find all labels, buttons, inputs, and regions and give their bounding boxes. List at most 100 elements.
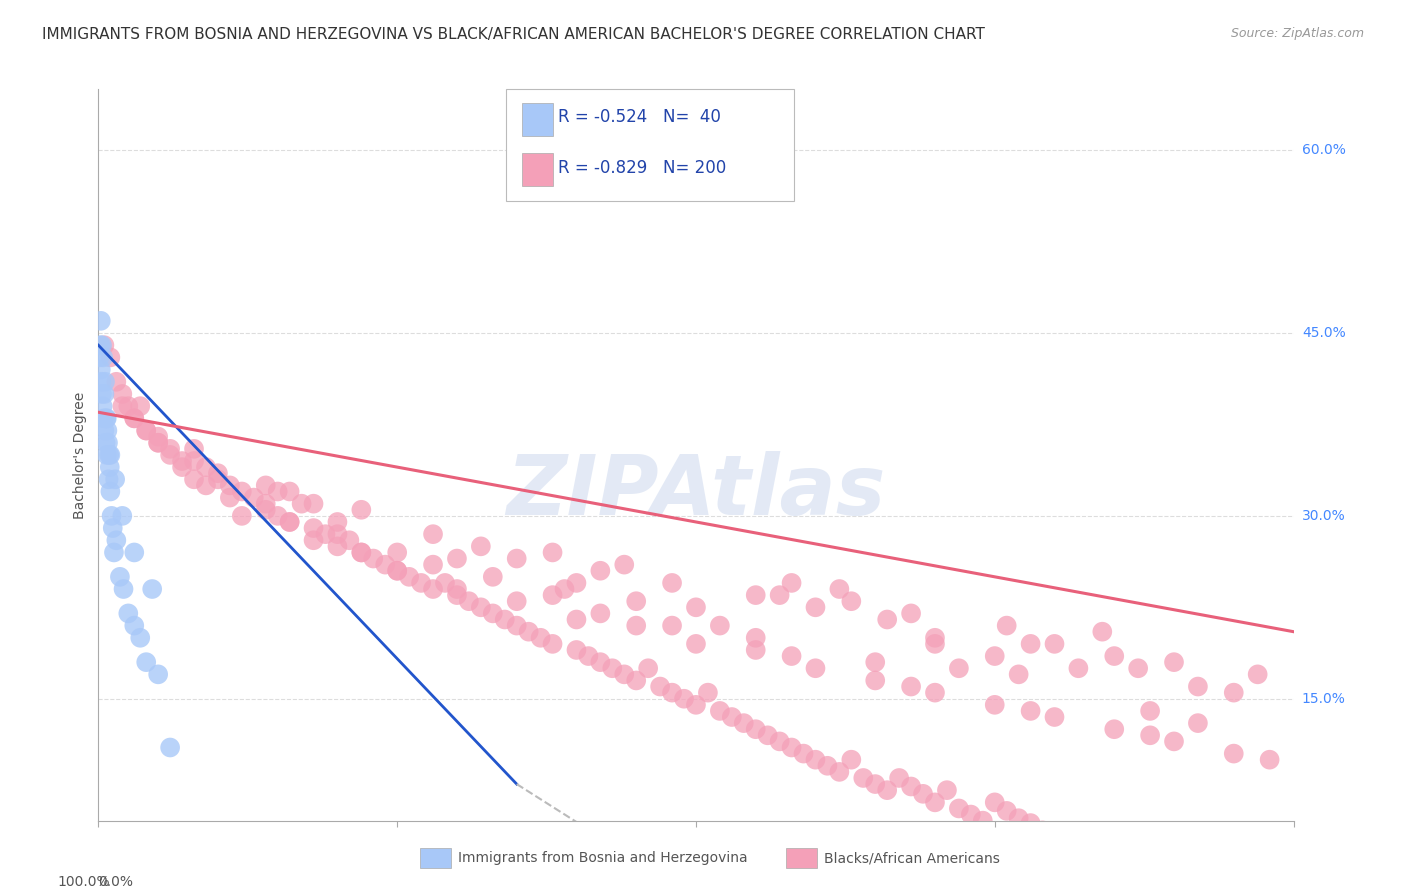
Point xyxy=(1163,856,1185,871)
Point xyxy=(865,655,887,669)
Text: 0.0%: 0.0% xyxy=(98,876,134,889)
Text: Immigrants from Bosnia and Herzegovina: Immigrants from Bosnia and Herzegovina xyxy=(458,851,748,865)
Point xyxy=(482,570,505,584)
Point xyxy=(995,618,1018,632)
Point xyxy=(105,533,128,548)
Point xyxy=(446,582,468,596)
Point xyxy=(148,429,170,443)
Point xyxy=(817,758,839,772)
Point xyxy=(530,631,553,645)
Point xyxy=(1056,831,1078,846)
Point xyxy=(804,753,827,767)
Point xyxy=(172,454,194,468)
Point xyxy=(91,338,114,352)
Point xyxy=(828,764,851,779)
Point xyxy=(900,607,922,621)
Point xyxy=(446,551,468,566)
Point xyxy=(828,582,851,596)
Point xyxy=(1152,855,1174,869)
Point xyxy=(1104,649,1126,664)
Point xyxy=(589,607,612,621)
Point xyxy=(984,649,1007,664)
Point xyxy=(93,411,115,425)
Point xyxy=(1211,863,1233,877)
Point xyxy=(661,686,683,700)
Point xyxy=(97,472,120,486)
Point xyxy=(541,588,564,602)
Point xyxy=(243,491,266,505)
Point xyxy=(124,411,146,425)
Point xyxy=(1043,637,1066,651)
Point xyxy=(183,472,205,486)
Point xyxy=(661,576,683,591)
Point xyxy=(924,796,946,810)
Point xyxy=(506,618,529,632)
Point xyxy=(159,740,181,755)
Point xyxy=(1080,838,1102,852)
Point xyxy=(94,375,117,389)
Point xyxy=(793,747,815,761)
Point xyxy=(434,576,457,591)
Point xyxy=(159,448,181,462)
Point xyxy=(105,375,128,389)
Point xyxy=(90,314,112,328)
Point xyxy=(422,582,444,596)
Point xyxy=(385,564,409,578)
Point xyxy=(900,680,922,694)
Point xyxy=(291,497,314,511)
Point xyxy=(231,484,253,499)
Point xyxy=(589,564,612,578)
Point xyxy=(745,723,768,737)
Point xyxy=(613,667,636,681)
Point xyxy=(876,612,898,626)
Point xyxy=(219,478,242,492)
Point xyxy=(135,424,157,438)
Point xyxy=(924,686,946,700)
Point xyxy=(458,594,481,608)
Point xyxy=(231,508,253,523)
Point xyxy=(984,698,1007,712)
Point xyxy=(912,787,935,801)
Point xyxy=(865,673,887,688)
Point xyxy=(924,631,946,645)
Point xyxy=(350,502,373,516)
Point xyxy=(207,466,229,480)
Text: 60.0%: 60.0% xyxy=(1302,143,1346,157)
Point xyxy=(1019,637,1042,651)
Point xyxy=(267,508,290,523)
Point xyxy=(129,631,152,645)
Text: 15.0%: 15.0% xyxy=(1302,691,1346,706)
Point xyxy=(565,643,588,657)
Point xyxy=(219,491,242,505)
Point xyxy=(984,796,1007,810)
Point xyxy=(565,612,588,626)
Point xyxy=(1067,661,1090,675)
Point xyxy=(924,637,946,651)
Point xyxy=(278,515,301,529)
Point xyxy=(1139,728,1161,742)
Point xyxy=(1187,680,1209,694)
Point xyxy=(1008,667,1031,681)
Point xyxy=(93,424,115,438)
Point xyxy=(721,710,744,724)
Point xyxy=(602,661,624,675)
Point xyxy=(159,442,181,456)
Point xyxy=(98,351,122,365)
Point xyxy=(302,497,325,511)
Point xyxy=(482,607,505,621)
Point xyxy=(876,783,898,797)
Text: ZIPAtlas: ZIPAtlas xyxy=(506,451,886,532)
Point xyxy=(470,539,492,553)
Point xyxy=(769,588,792,602)
Point xyxy=(89,338,111,352)
Point xyxy=(104,472,127,486)
Point xyxy=(108,570,131,584)
Point xyxy=(1091,624,1114,639)
Point xyxy=(506,594,529,608)
Point xyxy=(626,594,648,608)
Point xyxy=(124,545,146,559)
Point xyxy=(91,399,114,413)
Point xyxy=(1223,747,1246,761)
Point xyxy=(900,780,922,794)
Point xyxy=(141,582,163,596)
